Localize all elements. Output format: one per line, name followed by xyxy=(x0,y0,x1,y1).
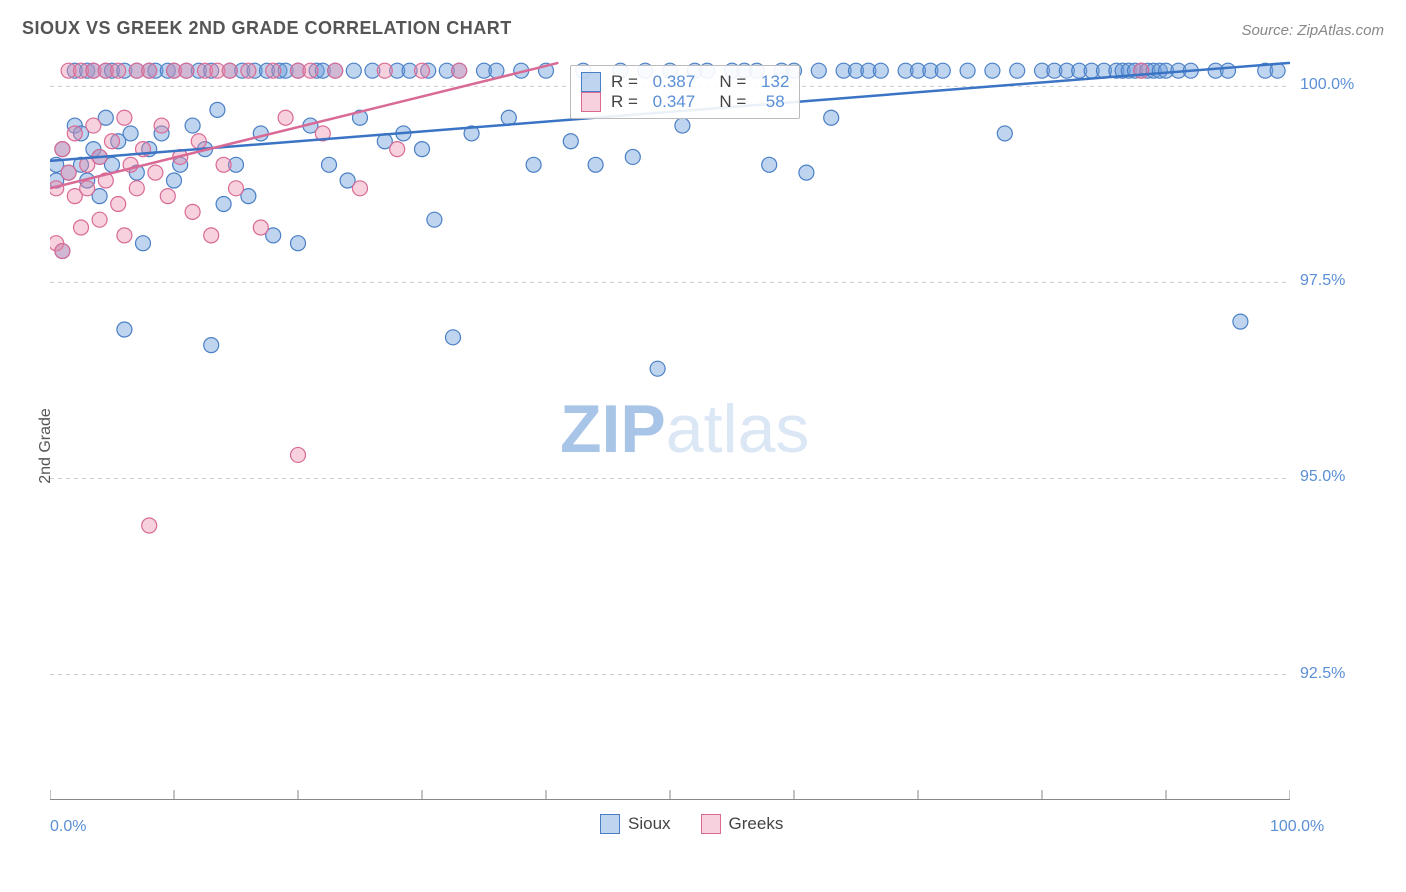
legend-swatch xyxy=(701,814,721,834)
correlation-stat-box: R = 0.387 N = 132R = 0.347 N = 58 xyxy=(570,65,800,119)
y-tick-label: 95.0% xyxy=(1300,468,1345,486)
stat-r-value: 0.387 xyxy=(653,72,696,92)
scatter-plot xyxy=(50,55,1290,800)
y-tick-label: 97.5% xyxy=(1300,272,1345,290)
stat-n-value: 132 xyxy=(761,72,789,92)
x-axis-min-label: 0.0% xyxy=(50,818,86,836)
legend-label: Greeks xyxy=(729,814,784,834)
stat-r-label: R = xyxy=(611,72,643,92)
stat-row: R = 0.347 N = 58 xyxy=(581,92,789,112)
stat-n-value: 58 xyxy=(761,92,785,112)
y-tick-label: 92.5% xyxy=(1300,665,1345,683)
legend-swatch xyxy=(600,814,620,834)
chart-title: SIOUX VS GREEK 2ND GRADE CORRELATION CHA… xyxy=(22,18,512,39)
legend-item: Sioux xyxy=(600,814,671,834)
stat-row: R = 0.387 N = 132 xyxy=(581,72,789,92)
y-tick-label: 100.0% xyxy=(1300,76,1354,94)
stat-n-label: N = xyxy=(705,92,751,112)
stat-n-label: N = xyxy=(705,72,751,92)
x-axis-max-label: 100.0% xyxy=(1270,818,1360,836)
stat-r-value: 0.347 xyxy=(653,92,696,112)
legend-item: Greeks xyxy=(701,814,784,834)
source-label: Source: ZipAtlas.com xyxy=(1241,22,1384,39)
legend-label: Sioux xyxy=(628,814,671,834)
stat-swatch xyxy=(581,72,601,92)
chart-container: SIOUX VS GREEK 2ND GRADE CORRELATION CHA… xyxy=(0,0,1406,892)
stat-swatch xyxy=(581,92,601,112)
stat-r-label: R = xyxy=(611,92,643,112)
legend: Sioux Greeks xyxy=(600,814,783,834)
